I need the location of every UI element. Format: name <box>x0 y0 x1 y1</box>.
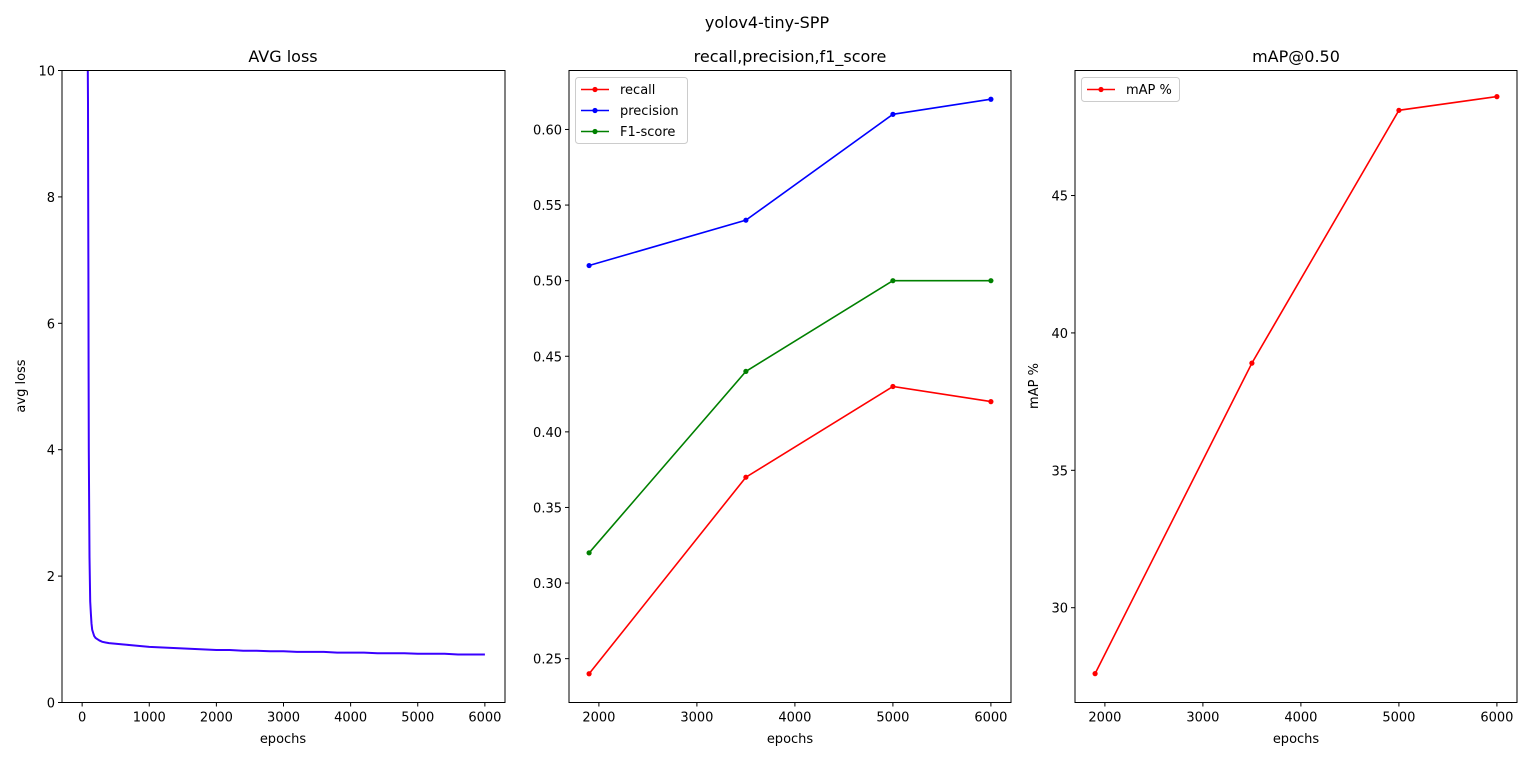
data-point <box>1494 94 1500 100</box>
y-tick-label: 0.45 <box>533 350 562 365</box>
legend-marker <box>592 107 598 114</box>
legend-marker <box>592 128 598 135</box>
data-point <box>988 278 994 284</box>
data-point <box>586 550 592 556</box>
data-point <box>890 111 896 117</box>
data-point <box>743 368 749 374</box>
y-tick-label: 0.35 <box>533 501 562 516</box>
recall-precision-plot <box>586 96 994 677</box>
legend-label: recall <box>620 83 655 98</box>
legend-label: precision <box>620 104 679 119</box>
x-tick-label: 6000 <box>1480 711 1513 726</box>
legend-marker <box>592 86 598 93</box>
x-tick-label: 4000 <box>778 711 811 726</box>
x-tick-label: 0 <box>78 711 86 726</box>
avg-loss-plot-frame <box>61 70 506 703</box>
avg-loss-title: AVG loss <box>248 47 317 66</box>
data-point <box>586 671 592 677</box>
legend-marker <box>1098 86 1104 93</box>
x-tick-label: 3000 <box>1186 711 1219 726</box>
series-line <box>1094 95 1498 674</box>
data-point <box>988 399 994 405</box>
y-tick-label: 0 <box>47 697 55 712</box>
map-plot <box>1092 94 1500 677</box>
map-title: mAP@0.50 <box>1252 47 1340 66</box>
recall-precision-x-axis: 2000 3000 4000 5000 6000 <box>582 702 1007 726</box>
avg-loss-y-label: avg loss <box>14 359 29 412</box>
figure-title: yolov4-tiny-SPP <box>705 13 830 32</box>
y-tick-label: 40 <box>1051 327 1068 342</box>
data-point <box>743 474 749 480</box>
y-tick-label: 2 <box>47 570 55 585</box>
x-tick-label: 2000 <box>200 711 233 726</box>
y-tick-label: 0.55 <box>533 199 562 214</box>
data-point <box>1249 360 1255 366</box>
map-panel: mAP@0.50 2000 3000 4000 5000 6000 30 35 40 45 e… <box>1027 47 1518 747</box>
series-line <box>588 98 992 267</box>
map-plot-frame <box>1074 70 1518 703</box>
y-tick-label: 8 <box>47 191 55 206</box>
x-tick-label: 5000 <box>876 711 909 726</box>
x-tick-label: 6000 <box>468 711 501 726</box>
x-tick-label: 4000 <box>334 711 367 726</box>
legend-label: mAP % <box>1126 83 1172 98</box>
recall-precision-legend-box <box>575 77 688 144</box>
y-tick-label: 0.60 <box>533 123 562 138</box>
recall-precision-x-label: epochs <box>767 732 814 747</box>
y-tick-label: 0.30 <box>533 577 562 592</box>
recall-precision-y-axis: 0.25 0.30 0.35 0.40 0.45 0.50 0.55 0.60 <box>533 123 569 668</box>
avg-loss-panel: AVG loss 0 1000 2000 3000 4000 5000 6000 0 2 4 6 8… <box>14 47 506 747</box>
recall-precision-panel: recall,precision,f1_score 2000 3000 4000 50… <box>533 47 1012 747</box>
series-line <box>588 385 992 675</box>
series-line <box>86 70 485 656</box>
map-y-axis: 30 35 40 45 <box>1051 190 1075 617</box>
x-tick-label: 5000 <box>401 711 434 726</box>
recall-precision-plot-frame <box>568 70 1012 703</box>
data-point <box>890 383 896 390</box>
x-tick-label: 4000 <box>1284 711 1317 726</box>
y-tick-label: 35 <box>1051 464 1068 479</box>
avg-loss-x-axis: 0 1000 2000 3000 4000 5000 6000 <box>78 702 501 726</box>
avg-loss-x-label: epochs <box>260 732 307 747</box>
x-tick-label: 3000 <box>267 711 300 726</box>
x-tick-label: 2000 <box>582 711 615 726</box>
series-line <box>588 279 991 554</box>
map-x-label: epochs <box>1273 732 1320 747</box>
x-tick-label: 2000 <box>1088 711 1121 726</box>
map-legend: mAP % <box>1081 77 1180 102</box>
y-tick-label: 0.25 <box>533 653 562 668</box>
avg-loss-plot <box>86 70 485 656</box>
data-point <box>890 278 896 284</box>
data-point <box>1092 671 1098 677</box>
recall-precision-title: recall,precision,f1_score <box>694 47 887 67</box>
x-tick-label: 1000 <box>133 711 166 726</box>
avg-loss-y-axis: 0 2 4 6 8 10 <box>38 65 62 712</box>
data-point <box>743 217 749 223</box>
data-point <box>586 262 592 269</box>
map-x-axis: 2000 3000 4000 5000 6000 <box>1088 702 1513 726</box>
y-tick-label: 10 <box>38 65 55 80</box>
data-point <box>1396 107 1402 113</box>
x-tick-label: 5000 <box>1382 711 1415 726</box>
map-legend-box <box>1081 77 1180 102</box>
x-tick-label: 3000 <box>680 711 713 726</box>
map-y-label: mAP % <box>1027 363 1042 409</box>
y-tick-label: 0.50 <box>533 275 562 290</box>
data-point <box>988 96 994 102</box>
y-tick-label: 6 <box>47 317 55 332</box>
recall-precision-legend: recall precision F1-score <box>575 77 688 144</box>
x-tick-label: 6000 <box>974 711 1007 726</box>
y-tick-label: 0.40 <box>533 426 562 441</box>
y-tick-label: 4 <box>47 444 55 459</box>
y-tick-label: 30 <box>1051 602 1068 617</box>
legend-label: F1-score <box>620 125 675 140</box>
y-tick-label: 45 <box>1051 190 1068 205</box>
